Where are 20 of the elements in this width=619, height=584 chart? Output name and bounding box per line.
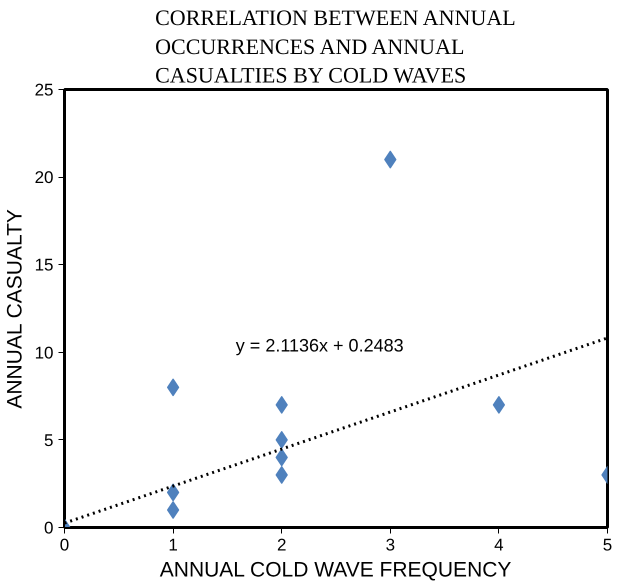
point — [492, 396, 506, 414]
y-tick-label: 15 — [34, 256, 54, 275]
x-tick-label: 1 — [168, 536, 178, 554]
point — [166, 500, 180, 519]
y-tick-label: 25 — [34, 80, 54, 100]
point — [166, 378, 180, 396]
x-axis-title: ANNUAL COLD WAVE FREQUENCY — [160, 558, 512, 582]
y-tick-label: 0 — [44, 518, 54, 538]
x-tick-label: 3 — [386, 536, 396, 554]
y-tick-label: 10 — [34, 343, 54, 362]
point — [166, 483, 180, 502]
y-tick-label: 5 — [44, 430, 54, 450]
x-tick-label: 5 — [602, 536, 612, 554]
annotation: y = 2.1136x + 0.2483 — [236, 336, 404, 356]
x-tick-label: 4 — [494, 536, 504, 554]
y-tick-label: 20 — [34, 168, 54, 188]
x-tick-label: 2 — [276, 536, 286, 554]
x-tick-label: 0 — [60, 536, 70, 554]
chart-title: CORRELATION BETWEEN ANNUAL OCCURRENCES AND ANNUAL CASUALTIES BY COLD WAVES — [155, 5, 516, 88]
y-axis-title: ANNUAL CASUALTY — [4, 209, 27, 409]
